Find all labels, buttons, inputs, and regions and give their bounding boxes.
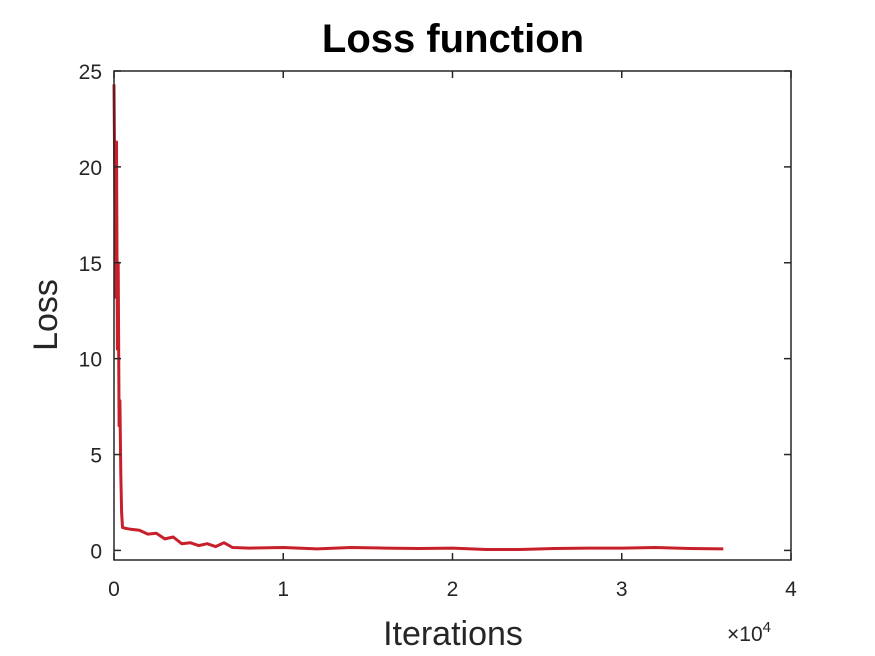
- y-axis-label: Loss: [27, 279, 65, 351]
- x-tick-label: 2: [447, 578, 459, 601]
- y-tick-label: 15: [79, 253, 102, 276]
- axes-box: [113, 70, 792, 561]
- chart-title: Loss function: [322, 17, 584, 61]
- x-tick-label: 3: [616, 578, 628, 601]
- y-tick-label: 0: [90, 540, 102, 563]
- x-exponent-prefix: ×10: [727, 623, 763, 646]
- y-tick-label: 20: [79, 157, 102, 180]
- x-tick-label: 0: [108, 578, 120, 601]
- x-tick-label: 4: [785, 578, 797, 601]
- loss-line: [112, 84, 724, 551]
- y-tick-label: 25: [79, 61, 102, 84]
- y-tick-label: 10: [79, 349, 102, 372]
- ticks: 0 1 2 3 4 0 5 10 15 20 25: [79, 61, 798, 601]
- x-tick-label: 1: [277, 578, 289, 601]
- x-exponent-power: 4: [763, 619, 771, 636]
- x-axis-label: Iterations: [383, 615, 523, 653]
- x-exponent-label: ×104: [727, 619, 771, 646]
- y-tick-label: 5: [90, 445, 102, 468]
- plot-area: [112, 84, 724, 551]
